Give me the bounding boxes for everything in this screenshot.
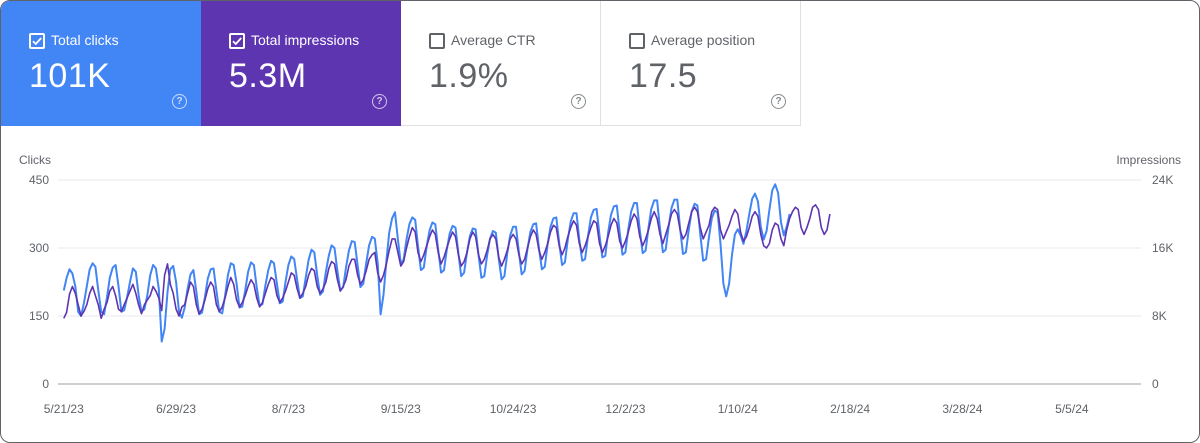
metric-cards: Total clicks 101K ? Total impressions 5.… — [1, 1, 801, 126]
x-tick-label: 1/10/24 — [718, 402, 758, 416]
checkbox-unchecked-icon[interactable] — [629, 33, 645, 49]
total-impressions-label: Total impressions — [251, 32, 360, 48]
average-ctr-value: 1.9% — [429, 57, 509, 95]
x-tick-label: 8/7/23 — [272, 402, 306, 416]
clicks-series-line — [63, 204, 831, 320]
right-tick-label: 24K — [1152, 173, 1173, 187]
x-tick-label: 5/5/24 — [1055, 402, 1089, 416]
total-impressions-value: 5.3M — [229, 57, 307, 95]
checkbox-checked-icon[interactable] — [229, 33, 245, 49]
average-position-card[interactable]: Average position 17.5 ? — [601, 1, 801, 126]
left-tick-label: 450 — [29, 173, 49, 187]
help-icon[interactable]: ? — [771, 94, 786, 109]
right-tick-label: 16K — [1152, 241, 1173, 255]
average-position-label: Average position — [651, 32, 756, 48]
left-axis-title: Clicks — [19, 153, 51, 167]
help-icon[interactable]: ? — [172, 94, 187, 109]
left-tick-label: 0 — [42, 377, 49, 391]
x-tick-label: 6/29/23 — [156, 402, 196, 416]
right-tick-label: 0 — [1152, 377, 1159, 391]
x-tick-label: 5/21/23 — [44, 402, 84, 416]
average-ctr-card[interactable]: Average CTR 1.9% ? — [401, 1, 601, 126]
average-position-value: 17.5 — [629, 57, 698, 95]
x-tick-label: 9/15/23 — [381, 402, 421, 416]
left-tick-label: 300 — [29, 241, 49, 255]
help-icon[interactable]: ? — [372, 94, 387, 109]
total-clicks-label: Total clicks — [51, 32, 119, 48]
total-clicks-value: 101K — [29, 57, 111, 95]
x-tick-label: 10/24/23 — [490, 402, 537, 416]
help-icon[interactable]: ? — [571, 94, 586, 109]
checkbox-unchecked-icon[interactable] — [429, 33, 445, 49]
checkbox-checked-icon[interactable] — [29, 33, 45, 49]
impressions-series-line — [62, 183, 791, 343]
total-impressions-card[interactable]: Total impressions 5.3M ? — [201, 1, 401, 126]
left-tick-label: 150 — [29, 309, 49, 323]
x-tick-label: 3/28/24 — [942, 402, 982, 416]
total-clicks-card[interactable]: Total clicks 101K ? — [1, 1, 201, 126]
average-ctr-label: Average CTR — [451, 32, 536, 48]
x-tick-label: 12/2/23 — [605, 402, 645, 416]
right-axis-title: Impressions — [1116, 153, 1181, 167]
x-tick-label: 2/18/24 — [830, 402, 870, 416]
right-tick-label: 8K — [1152, 309, 1167, 323]
